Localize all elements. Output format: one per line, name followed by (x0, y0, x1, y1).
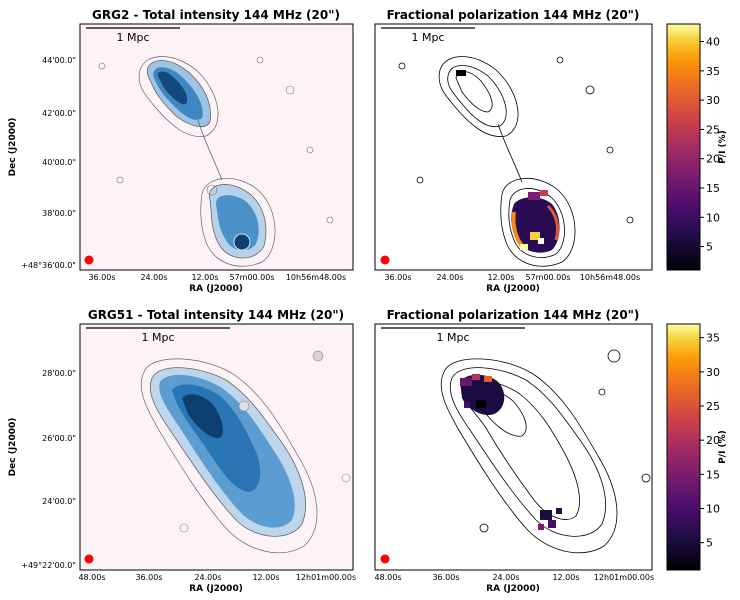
grg51-pol-xtick: 36.00s (432, 573, 459, 582)
grg51-polarization-scale-label: 1 Mpc (436, 331, 469, 344)
grg2-intensity-title: GRG2 - Total intensity 144 MHz (20") (92, 8, 340, 22)
grg2-pol-xtick: 24.00s (436, 273, 463, 282)
colorbar-tick-label: 25 (706, 400, 720, 413)
grg51-pol-xtick: 24.00s (492, 573, 519, 582)
grg2-ylabel: Dec (J2000) (8, 118, 18, 177)
grg51-polarization-title: Fractional polarization 144 MHz (20") (387, 308, 640, 322)
grg2-ytick: 44'00.0" (42, 56, 76, 65)
grg51-polarization-contours (440, 349, 651, 554)
grg2-ytick: 40'00.0" (42, 158, 76, 167)
grg2-polarization-pixels (456, 70, 560, 253)
grg2-polarization-title: Fractional polarization 144 MHz (20") (387, 8, 640, 22)
grg51-intensity-xlabel: RA (J2000) (189, 584, 243, 594)
grg2-polarization-contours (398, 56, 634, 267)
colorbar-tick-label: 5 (706, 241, 713, 254)
colorbar-tick-label: 15 (706, 182, 720, 195)
grg2-pol-xtick: 36.00s (384, 273, 411, 282)
grg51-ytick: 26'00.0" (42, 434, 76, 443)
grg51-intensity-emission (140, 350, 351, 554)
grg51-polarization-xlabel: RA (J2000) (486, 584, 540, 594)
grg51-intensity-panel: GRG51 - Total intensity 144 MHz (20") 1 … (8, 308, 356, 594)
grg2-intensity-xlabel: RA (J2000) (189, 284, 243, 294)
grg2-colorbar: P/I (%) 5 10 15 20 25 30 35 40 (666, 23, 728, 271)
grg51-xtick: 36.00s (135, 573, 162, 582)
grg2-pol-xtick: 12.00s (487, 273, 514, 282)
grg2-xtick: 36.00s (88, 273, 115, 282)
colorbar-tick-label: 10 (706, 211, 720, 224)
grg2-colorbar-gradient (666, 23, 701, 271)
grg51-colorbar-gradient (666, 323, 701, 571)
grg51-ylabel: Dec (J2000) (8, 418, 18, 477)
colorbar-tick-label: 15 (706, 468, 720, 481)
colorbar-tick-label: 30 (706, 94, 720, 107)
grg2-ytick: 38'00.0" (42, 209, 76, 218)
grg2-pol-xtick: 10h56m48.00s (580, 273, 640, 282)
grg51-pol-xtick: 12h01m00.00s (594, 573, 654, 582)
colorbar-tick-label: 5 (706, 537, 713, 550)
grg2-polarization-panel: Fractional polarization 144 MHz (20") (374, 8, 653, 294)
colorbar-tick-label: 20 (706, 434, 720, 447)
grg51-polarization-pixels (460, 374, 562, 530)
grg51-xtick: 48.00s (78, 573, 105, 582)
grg51-ytick: 24'00.0" (42, 497, 76, 506)
grg51-intensity-beam (84, 554, 94, 564)
grg2-xtick: 12.00s (191, 273, 218, 282)
grg51-intensity-title: GRG51 - Total intensity 144 MHz (20") (88, 308, 344, 322)
grg2-polarization-scale-label: 1 Mpc (411, 31, 444, 44)
grg51-colorbar: P/I (%) 5 10 15 20 25 30 35 (666, 323, 728, 571)
grg51-xtick: 12.00s (252, 573, 279, 582)
grg51-ytick: +49°22'00.0" (21, 561, 76, 570)
colorbar-tick-label: 40 (706, 36, 720, 49)
grg51-colorbar-label: P/I (%) (718, 430, 728, 464)
colorbar-tick-label: 30 (706, 366, 720, 379)
grg2-pol-xtick: 57m00.00s (525, 273, 570, 282)
colorbar-tick-label: 10 (706, 503, 720, 516)
grg51-polarization-panel: Fractional polarization 144 MHz (20") 1 (374, 308, 654, 594)
grg51-intensity-scale-label: 1 Mpc (141, 331, 174, 344)
grg2-polarization-beam (380, 255, 390, 265)
grg2-polarization-xlabel: RA (J2000) (486, 284, 540, 294)
grg2-ytick: +48°36'00.0" (21, 261, 76, 270)
grg51-polarization-beam (380, 554, 390, 564)
grg2-ytick: 42'00.0" (42, 109, 76, 118)
grg2-intensity-beam (84, 255, 94, 265)
colorbar-tick-label: 35 (706, 65, 720, 78)
grg51-ytick: 28'00.0" (42, 369, 76, 378)
grg2-colorbar-label: P/I (%) (718, 130, 728, 164)
grg51-pol-xtick: 12.00s (552, 573, 579, 582)
grg2-intensity-emission (98, 56, 334, 267)
grg2-intensity-panel: GRG2 - Total intensity 144 MHz (20") 1 M… (8, 8, 354, 294)
colorbar-tick-label: 25 (706, 123, 720, 136)
grg2-xtick: 24.00s (140, 273, 167, 282)
grg51-xtick: 24.00s (194, 573, 221, 582)
colorbar-tick-label: 20 (706, 153, 720, 166)
grg2-xtick: 10h56m48.00s (286, 273, 346, 282)
grg51-xtick: 12h01m00.00s (296, 573, 356, 582)
colorbar-tick-label: 35 (706, 332, 720, 345)
grg51-pol-xtick: 48.00s (374, 573, 401, 582)
grg2-intensity-scale-label: 1 Mpc (116, 31, 149, 44)
grg2-xtick: 57m00.00s (229, 273, 274, 282)
